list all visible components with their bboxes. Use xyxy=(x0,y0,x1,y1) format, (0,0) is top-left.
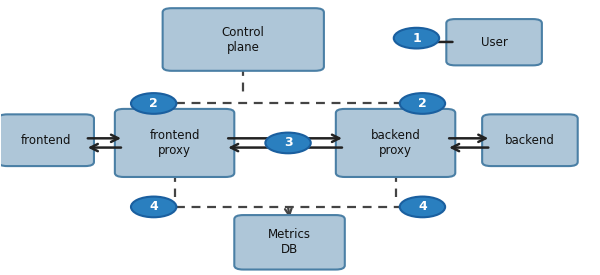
Text: backend: backend xyxy=(505,134,555,147)
Text: 4: 4 xyxy=(149,200,158,213)
Text: 3: 3 xyxy=(284,136,292,149)
FancyBboxPatch shape xyxy=(336,109,455,177)
Circle shape xyxy=(400,93,445,114)
Circle shape xyxy=(131,93,176,114)
Circle shape xyxy=(394,28,439,48)
Text: frontend
proxy: frontend proxy xyxy=(149,129,200,157)
Text: Metrics
DB: Metrics DB xyxy=(268,228,311,256)
FancyBboxPatch shape xyxy=(0,114,94,166)
Text: User: User xyxy=(481,36,508,49)
FancyBboxPatch shape xyxy=(163,8,324,71)
Text: 4: 4 xyxy=(418,200,427,213)
Circle shape xyxy=(265,133,311,153)
Circle shape xyxy=(131,197,176,217)
Text: 1: 1 xyxy=(412,32,421,45)
FancyBboxPatch shape xyxy=(115,109,235,177)
FancyBboxPatch shape xyxy=(446,19,542,65)
FancyBboxPatch shape xyxy=(482,114,578,166)
FancyBboxPatch shape xyxy=(235,215,345,270)
Text: 2: 2 xyxy=(418,97,427,110)
Text: 2: 2 xyxy=(149,97,158,110)
Circle shape xyxy=(400,197,445,217)
Text: backend
proxy: backend proxy xyxy=(371,129,421,157)
Text: frontend: frontend xyxy=(21,134,71,147)
Text: Control
plane: Control plane xyxy=(222,26,265,54)
